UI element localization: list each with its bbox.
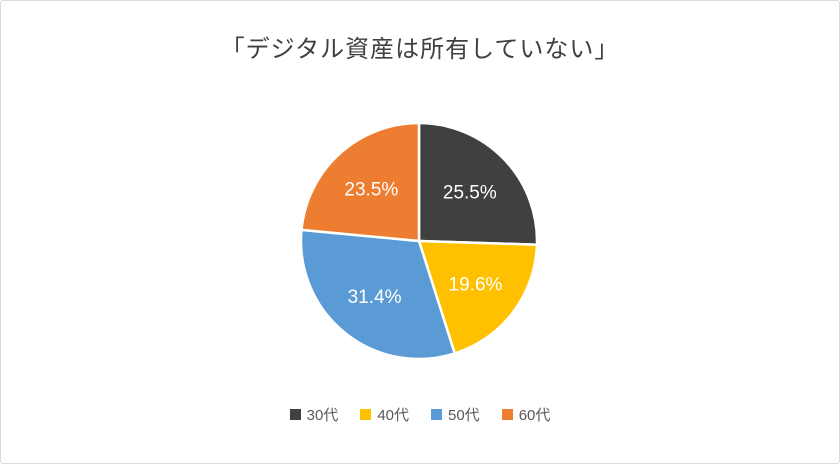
- legend-label: 50代: [448, 407, 480, 424]
- legend-item-2: 50代: [431, 404, 480, 425]
- legend-item-3: 60代: [501, 404, 551, 425]
- chart-title: 「デジタル資産は所有していない」: [220, 36, 620, 63]
- legend-label: 30代: [306, 407, 339, 424]
- pie-chart: 25.5% 19.6% 31.4% 23.5%: [299, 121, 539, 361]
- legend-label: 40代: [377, 407, 409, 424]
- legend-label: 60代: [518, 407, 551, 424]
- legend-swatch-icon: [431, 409, 442, 420]
- legend-item-0: 30代: [289, 404, 339, 425]
- data-label-0: 25.5%: [443, 183, 497, 204]
- pie-slice-3: [300, 121, 421, 243]
- legend-swatch-icon: [289, 409, 301, 420]
- data-label-2: 31.4%: [348, 287, 402, 308]
- legend-swatch-icon: [360, 409, 372, 420]
- data-label-3: 23.5%: [344, 180, 398, 201]
- legend-swatch-icon: [501, 409, 513, 420]
- pie-slice-2: [299, 228, 457, 361]
- pie-slice-0: [417, 121, 539, 246]
- legend-item-1: 40代: [360, 404, 409, 425]
- chart-legend: 30代 40代 50代 60代: [1, 404, 839, 425]
- data-label-1: 19.6%: [449, 275, 503, 296]
- pie-slice-1: [417, 239, 539, 355]
